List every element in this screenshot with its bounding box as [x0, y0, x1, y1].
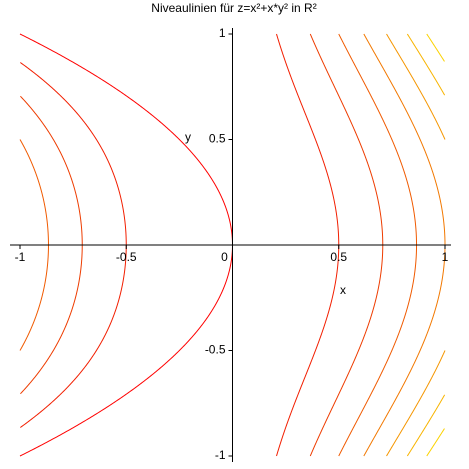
x-tick-label: 0.5 [330, 250, 347, 264]
x-tick-label: -1 [15, 250, 26, 264]
x-tick-label: -0.5 [116, 250, 137, 264]
x-tick-label: 1 [442, 250, 449, 264]
y-axis-label: y [185, 130, 191, 144]
contour-line [426, 33, 445, 457]
y-tick-label: -1 [215, 448, 226, 462]
y-tick-label: 0.5 [209, 132, 226, 146]
y-tick-label: 1 [219, 26, 226, 40]
x-tick-label: 0 [221, 250, 228, 264]
chart-title: Niveaulinien für z=x²+x*y² in R² [151, 1, 316, 15]
x-axis-label: x [340, 283, 346, 297]
contour-line [406, 33, 446, 457]
y-tick-label: -0.5 [205, 343, 226, 357]
contour-line [386, 33, 446, 457]
